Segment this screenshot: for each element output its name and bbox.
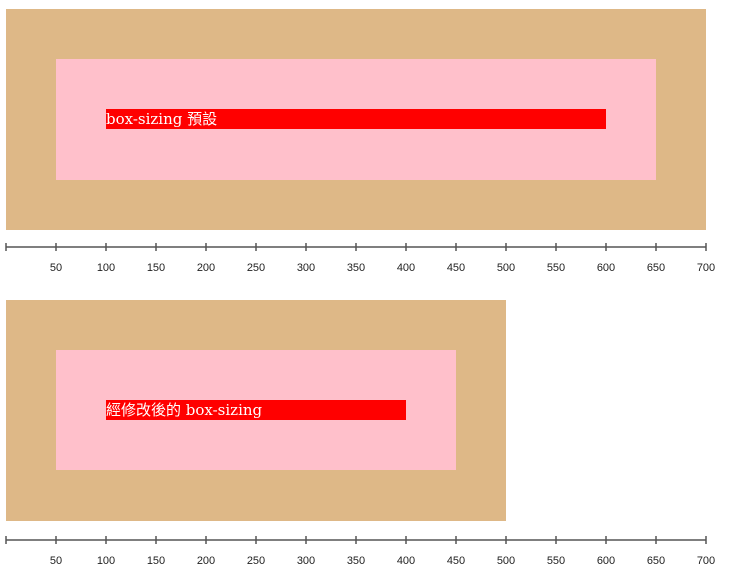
padding-box-modified: 經修改後的 box-sizing bbox=[56, 350, 456, 470]
ruler-top-tick-label: 500 bbox=[497, 262, 515, 271]
ruler-top: 50 100 150 200 250 300 350 400 450 500 550 600 650 70… bbox=[0, 239, 744, 271]
ruler-bottom-tick-label: 200 bbox=[197, 555, 215, 564]
ruler-bottom-tick-label: 100 bbox=[97, 555, 115, 564]
ruler-bottom-tick-label: 250 bbox=[247, 555, 265, 564]
ruler-top-tick-label: 650 bbox=[647, 262, 665, 271]
ruler-bottom-tick-label: 600 bbox=[597, 555, 615, 564]
content-box-default: box-sizing 預設 bbox=[106, 109, 606, 129]
ruler-top-tick-label: 200 bbox=[197, 262, 215, 271]
ruler-bottom-tick-label: 150 bbox=[147, 555, 165, 564]
ruler-top-tick-label: 600 bbox=[597, 262, 615, 271]
ruler-bottom-tick-label: 700 bbox=[697, 555, 715, 564]
demo-box-modified: 經修改後的 box-sizing bbox=[6, 300, 506, 521]
ruler-bottom-tick-label: 450 bbox=[447, 555, 465, 564]
ruler-top-tick-label: 300 bbox=[297, 262, 315, 271]
ruler-top-tick-label: 250 bbox=[247, 262, 265, 271]
ruler-top-tick-label: 350 bbox=[347, 262, 365, 271]
ruler-bottom: 50 100 150 200 250 300 350 400 450 500 550 600 650 70… bbox=[0, 532, 744, 564]
padding-box-default: box-sizing 預設 bbox=[56, 59, 656, 180]
ruler-bottom-tick-label: 400 bbox=[397, 555, 415, 564]
ruler-top-tick-label: 150 bbox=[147, 262, 165, 271]
ruler-top-svg: 50 100 150 200 250 300 350 400 450 500 550 600 650 70… bbox=[5, 243, 715, 271]
ruler-top-tick-label: 450 bbox=[447, 262, 465, 271]
ruler-top-tick-label: 400 bbox=[397, 262, 415, 271]
ruler-bottom-tick-label: 50 bbox=[50, 555, 62, 564]
ruler-bottom-tick-label: 500 bbox=[497, 555, 515, 564]
content-box-modified: 經修改後的 box-sizing bbox=[106, 400, 406, 420]
ruler-top-tick-label: 50 bbox=[50, 262, 62, 271]
ruler-top-tick-label: 550 bbox=[547, 262, 565, 271]
ruler-bottom-tick-label: 550 bbox=[547, 555, 565, 564]
ruler-bottom-tick-label: 300 bbox=[297, 555, 315, 564]
ruler-top-tick-label: 700 bbox=[697, 262, 715, 271]
ruler-top-tick-label: 100 bbox=[97, 262, 115, 271]
ruler-bottom-tick-label: 650 bbox=[647, 555, 665, 564]
ruler-bottom-svg: 50 100 150 200 250 300 350 400 450 500 550 600 650 70… bbox=[5, 536, 715, 564]
ruler-bottom-tick-label: 350 bbox=[347, 555, 365, 564]
demo-box-default: box-sizing 預設 bbox=[6, 9, 706, 230]
